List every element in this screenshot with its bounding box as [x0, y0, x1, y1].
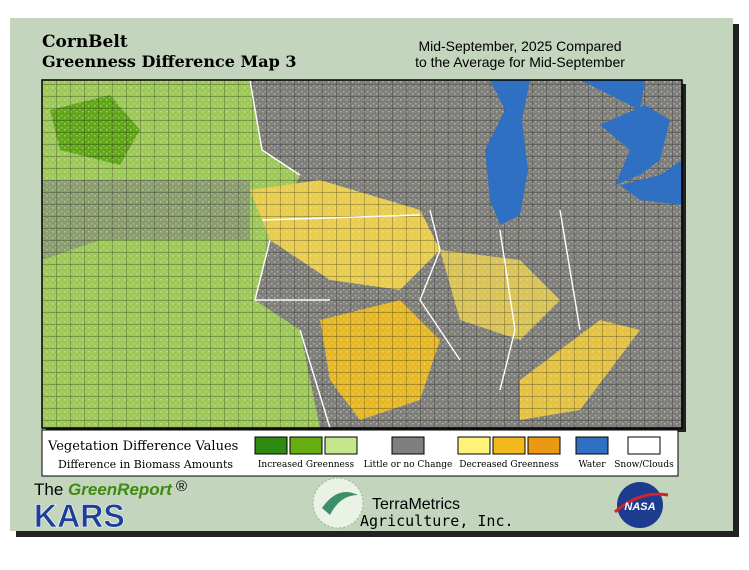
legend-swatch	[575, 436, 609, 455]
brand-registered: ®	[176, 478, 187, 495]
terrametrics-leaf	[322, 491, 358, 515]
legend-swatch	[457, 436, 491, 455]
map-border	[41, 79, 683, 429]
legend-swatch	[627, 436, 661, 455]
lake-erie	[620, 160, 682, 205]
period: Mid-September, 2025 Compared	[418, 38, 621, 54]
lake-huron	[600, 105, 670, 185]
county-lines	[42, 80, 682, 428]
legend-label: Little or no Change	[364, 460, 453, 470]
kars-logo: KARS	[34, 498, 125, 534]
agriculture: Agriculture, Inc.	[360, 512, 514, 530]
legend-subtitle: Difference in Biomass Amounts	[58, 458, 233, 471]
legend-label: Decreased Greenness	[459, 460, 559, 470]
legend-label: Snow/Clouds	[614, 460, 674, 470]
brand-the: The	[34, 480, 63, 499]
title: CornBelt	[42, 32, 128, 52]
brand: The GreenReport ®	[34, 478, 187, 499]
brand-greenreport: GreenReport	[68, 480, 173, 499]
legend-items: Increased Greenness Little or no Change De…	[254, 436, 674, 470]
legend-box	[41, 429, 679, 477]
legend-swatch	[492, 436, 526, 455]
legend-label: Increased Greenness	[258, 460, 355, 470]
map	[41, 79, 686, 432]
legend-label: Water	[578, 460, 606, 470]
legend-swatch	[324, 436, 358, 455]
legend-title: Vegetation Difference Values	[47, 439, 238, 454]
nasa-text: NASA	[624, 501, 655, 513]
nasa-swoosh	[614, 492, 669, 514]
state-lines	[249, 79, 581, 429]
legend-swatch	[391, 436, 425, 455]
subtitle: Greenness Difference Map 3	[42, 52, 296, 71]
legend-swatch	[527, 436, 561, 455]
legend-swatch	[254, 436, 288, 455]
lake-michigan	[485, 80, 530, 225]
lake-huron	[580, 80, 645, 110]
period: to the Average for Mid-September	[415, 54, 625, 70]
legend-swatch	[289, 436, 323, 455]
terrametrics: TerraMetrics	[372, 496, 460, 513]
